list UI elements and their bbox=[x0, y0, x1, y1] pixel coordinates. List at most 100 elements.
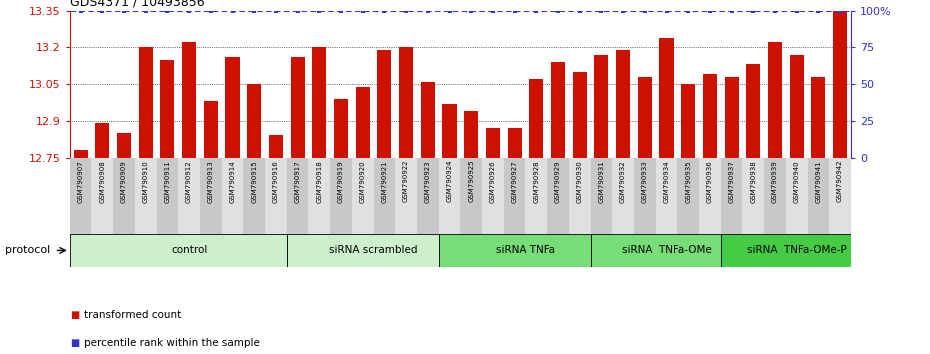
Text: GSM790919: GSM790919 bbox=[338, 160, 344, 203]
Text: GSM790923: GSM790923 bbox=[425, 160, 431, 202]
Bar bbox=[269, 136, 283, 158]
Bar bbox=[286, 158, 309, 237]
Text: ■: ■ bbox=[70, 338, 79, 348]
Bar bbox=[225, 57, 240, 158]
Text: GSM790929: GSM790929 bbox=[555, 160, 561, 202]
Bar bbox=[417, 158, 439, 237]
Bar bbox=[113, 158, 135, 237]
Bar bbox=[443, 104, 457, 158]
Text: GSM790924: GSM790924 bbox=[446, 160, 453, 202]
Text: GSM790933: GSM790933 bbox=[642, 160, 648, 203]
Bar bbox=[221, 158, 244, 237]
Bar bbox=[420, 82, 435, 158]
Text: GSM790931: GSM790931 bbox=[598, 160, 604, 203]
Bar bbox=[204, 101, 218, 158]
Bar bbox=[244, 158, 265, 237]
Bar bbox=[160, 59, 175, 158]
Text: percentile rank within the sample: percentile rank within the sample bbox=[84, 338, 259, 348]
Bar bbox=[91, 158, 113, 237]
Bar bbox=[395, 158, 417, 237]
Bar bbox=[677, 158, 699, 237]
Text: GSM790940: GSM790940 bbox=[793, 160, 800, 202]
Bar bbox=[721, 158, 742, 237]
Text: GSM790937: GSM790937 bbox=[728, 160, 735, 203]
Bar bbox=[807, 158, 830, 237]
Bar bbox=[179, 158, 200, 237]
Bar bbox=[352, 158, 374, 237]
Bar bbox=[70, 158, 91, 237]
Bar bbox=[200, 158, 221, 237]
Bar bbox=[768, 42, 782, 158]
Bar bbox=[309, 158, 330, 237]
Text: siRNA  TNFa-OMe: siRNA TNFa-OMe bbox=[621, 245, 711, 256]
Text: GSM790922: GSM790922 bbox=[403, 160, 409, 202]
Bar bbox=[482, 158, 504, 237]
Bar bbox=[529, 79, 543, 158]
Text: GSM790932: GSM790932 bbox=[620, 160, 626, 202]
Text: GSM790910: GSM790910 bbox=[142, 160, 149, 203]
Bar bbox=[70, 234, 286, 267]
Bar bbox=[286, 234, 439, 267]
Bar bbox=[247, 84, 261, 158]
Bar bbox=[790, 55, 804, 158]
Bar bbox=[594, 55, 608, 158]
Bar bbox=[547, 158, 569, 237]
Text: GSM790930: GSM790930 bbox=[577, 160, 583, 203]
Bar bbox=[378, 50, 392, 158]
Text: GSM790913: GSM790913 bbox=[207, 160, 214, 203]
Bar bbox=[156, 158, 179, 237]
Text: GSM790928: GSM790928 bbox=[533, 160, 539, 202]
Bar bbox=[830, 158, 851, 237]
Text: GSM790942: GSM790942 bbox=[837, 160, 844, 202]
Bar bbox=[742, 158, 764, 237]
Text: protocol: protocol bbox=[5, 245, 50, 256]
Bar bbox=[355, 86, 370, 158]
Bar bbox=[656, 158, 677, 237]
Bar bbox=[811, 77, 826, 158]
Text: GSM790911: GSM790911 bbox=[165, 160, 170, 203]
Bar bbox=[681, 84, 696, 158]
Text: GSM790907: GSM790907 bbox=[77, 160, 84, 203]
Bar bbox=[573, 72, 587, 158]
Text: GSM790941: GSM790941 bbox=[816, 160, 821, 202]
Text: GSM790909: GSM790909 bbox=[121, 160, 127, 203]
Text: ■: ■ bbox=[70, 310, 79, 320]
Bar bbox=[786, 158, 807, 237]
Text: GSM790935: GSM790935 bbox=[685, 160, 691, 202]
Bar bbox=[464, 111, 478, 158]
Text: GSM790926: GSM790926 bbox=[490, 160, 496, 202]
Text: GSM790938: GSM790938 bbox=[751, 160, 756, 203]
Bar bbox=[612, 158, 634, 237]
Bar bbox=[569, 158, 591, 237]
Text: GSM790934: GSM790934 bbox=[663, 160, 670, 202]
Text: siRNA  TNFa-OMe-P: siRNA TNFa-OMe-P bbox=[747, 245, 846, 256]
Bar bbox=[504, 158, 525, 237]
Bar bbox=[659, 38, 673, 158]
Text: GDS4371 / 10493856: GDS4371 / 10493856 bbox=[70, 0, 205, 8]
Bar bbox=[312, 47, 326, 158]
Bar bbox=[699, 158, 721, 237]
Bar bbox=[721, 234, 851, 267]
Bar bbox=[135, 158, 156, 237]
Bar bbox=[616, 50, 631, 158]
Text: control: control bbox=[171, 245, 207, 256]
Bar bbox=[439, 234, 591, 267]
Text: siRNA scrambled: siRNA scrambled bbox=[329, 245, 418, 256]
Text: GSM790927: GSM790927 bbox=[512, 160, 518, 202]
Bar bbox=[485, 128, 500, 158]
Bar bbox=[724, 77, 738, 158]
Text: GSM790920: GSM790920 bbox=[360, 160, 365, 202]
Bar bbox=[551, 62, 565, 158]
Bar bbox=[634, 158, 656, 237]
Bar bbox=[374, 158, 395, 237]
Bar bbox=[764, 158, 786, 237]
Bar bbox=[638, 77, 652, 158]
Bar bbox=[525, 158, 547, 237]
Bar bbox=[591, 158, 612, 237]
Text: GSM790908: GSM790908 bbox=[100, 160, 105, 203]
Bar bbox=[399, 47, 413, 158]
Bar bbox=[508, 128, 522, 158]
Bar bbox=[703, 74, 717, 158]
Bar bbox=[460, 158, 482, 237]
Bar bbox=[833, 11, 847, 158]
